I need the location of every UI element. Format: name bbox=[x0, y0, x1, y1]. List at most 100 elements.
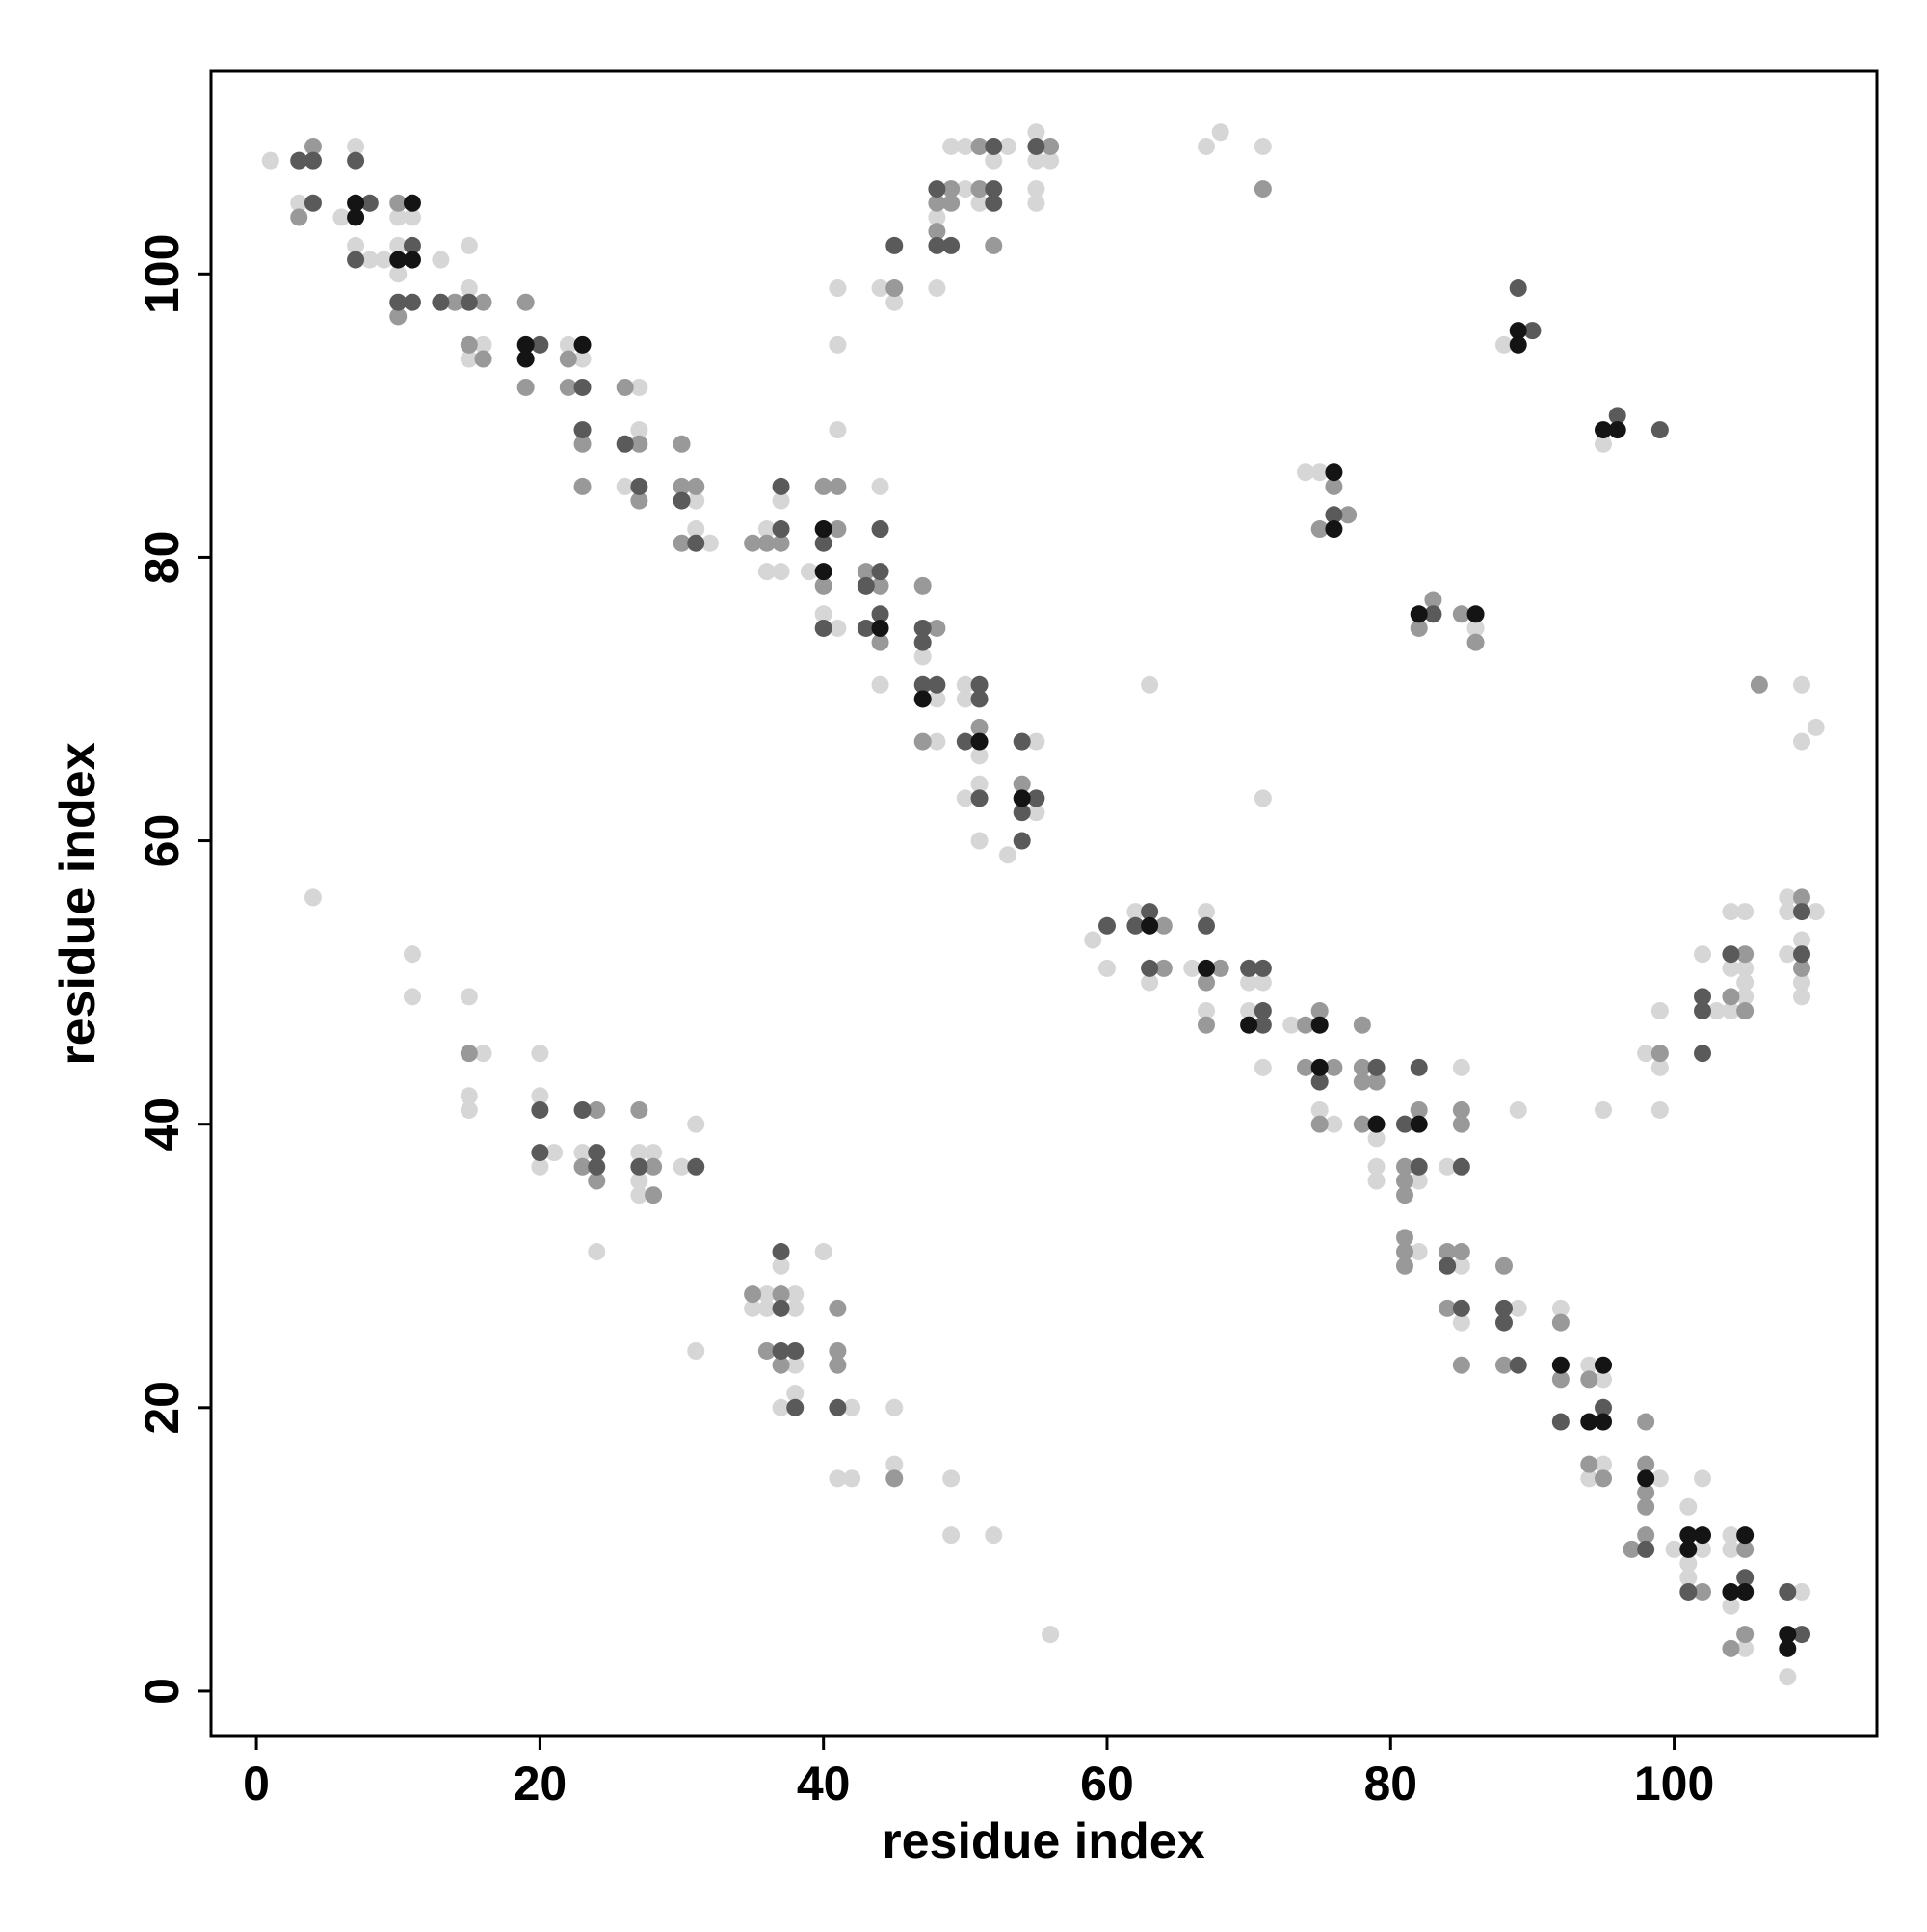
data-point bbox=[829, 335, 847, 354]
data-point bbox=[1650, 421, 1669, 439]
data-point bbox=[786, 1285, 805, 1304]
data-point bbox=[1296, 1016, 1314, 1034]
data-point bbox=[942, 1469, 961, 1488]
data-point bbox=[928, 619, 946, 637]
data-point bbox=[1694, 988, 1712, 1006]
data-point bbox=[1722, 1597, 1740, 1615]
data-point bbox=[757, 534, 776, 552]
data-point bbox=[1439, 1243, 1457, 1261]
x-tick-label: 0 bbox=[243, 1757, 270, 1811]
data-point bbox=[1779, 903, 1797, 921]
data-point bbox=[1807, 718, 1825, 736]
data-point bbox=[588, 1144, 606, 1162]
data-point bbox=[1736, 1540, 1755, 1558]
data-point bbox=[1296, 1058, 1314, 1076]
data-point bbox=[673, 435, 691, 453]
data-point bbox=[1595, 1356, 1613, 1374]
data-point bbox=[829, 477, 847, 495]
data-point bbox=[1466, 633, 1485, 651]
data-point bbox=[645, 1157, 663, 1176]
data-point bbox=[1452, 1257, 1470, 1275]
data-point bbox=[347, 151, 365, 170]
data-point bbox=[913, 675, 932, 694]
data-point bbox=[772, 1285, 790, 1304]
data-point bbox=[403, 945, 421, 964]
data-point bbox=[1240, 1002, 1258, 1020]
data-point bbox=[1551, 1370, 1570, 1389]
data-point bbox=[588, 1172, 606, 1190]
data-point bbox=[1595, 1455, 1613, 1473]
data-point bbox=[1509, 1299, 1527, 1317]
data-point bbox=[673, 534, 691, 552]
data-point bbox=[1310, 1100, 1329, 1119]
data-point bbox=[1197, 959, 1215, 977]
data-point bbox=[1410, 1243, 1428, 1261]
data-point bbox=[1452, 1058, 1470, 1076]
data-point bbox=[531, 335, 549, 354]
data-point bbox=[772, 563, 790, 581]
y-tick-label: 20 bbox=[135, 1381, 189, 1435]
data-point bbox=[1013, 804, 1031, 822]
data-point bbox=[772, 491, 790, 510]
data-point bbox=[1282, 1016, 1301, 1034]
data-point bbox=[1027, 804, 1045, 822]
y-tick-label: 100 bbox=[135, 234, 189, 314]
data-point bbox=[460, 279, 478, 298]
data-point bbox=[928, 194, 946, 212]
data-point bbox=[928, 180, 946, 198]
data-point bbox=[1154, 959, 1173, 977]
data-point bbox=[1084, 931, 1102, 949]
data-point bbox=[786, 1398, 805, 1416]
data-point bbox=[985, 180, 1003, 198]
data-point bbox=[772, 520, 790, 539]
data-point bbox=[616, 378, 634, 396]
data-point bbox=[885, 236, 904, 254]
data-point bbox=[829, 1398, 847, 1416]
data-point bbox=[474, 1045, 492, 1063]
data-point bbox=[928, 208, 946, 226]
data-point bbox=[1367, 1115, 1386, 1133]
data-point bbox=[913, 619, 932, 637]
data-point bbox=[347, 137, 365, 155]
y-tick-label: 60 bbox=[135, 814, 189, 868]
data-point bbox=[1452, 605, 1470, 623]
x-tick-label: 20 bbox=[514, 1757, 568, 1811]
data-point bbox=[913, 732, 932, 751]
data-point bbox=[1551, 1313, 1570, 1332]
data-point bbox=[616, 435, 634, 453]
data-point bbox=[1637, 1484, 1655, 1502]
data-point bbox=[1353, 1072, 1371, 1091]
data-point bbox=[1679, 1569, 1698, 1587]
data-point bbox=[630, 491, 648, 510]
data-point bbox=[460, 293, 478, 311]
data-point bbox=[871, 633, 889, 651]
data-point bbox=[1254, 137, 1272, 155]
data-point bbox=[360, 194, 379, 212]
data-point bbox=[871, 520, 889, 539]
data-point bbox=[1580, 1413, 1598, 1431]
data-point bbox=[389, 251, 408, 269]
data-point bbox=[871, 477, 889, 495]
data-point bbox=[1793, 732, 1811, 751]
data-point bbox=[1595, 435, 1613, 453]
data-point bbox=[1580, 1356, 1598, 1374]
data-point bbox=[885, 1455, 904, 1473]
data-point bbox=[687, 1341, 705, 1360]
data-point bbox=[531, 1144, 549, 1162]
data-point bbox=[970, 775, 989, 793]
data-point bbox=[1452, 1115, 1470, 1133]
data-point bbox=[1807, 903, 1825, 921]
data-point bbox=[857, 619, 875, 637]
data-point bbox=[772, 534, 790, 552]
data-point bbox=[360, 251, 379, 269]
x-tick-label: 60 bbox=[1080, 1757, 1134, 1811]
data-point bbox=[1694, 1540, 1712, 1558]
data-point bbox=[673, 491, 691, 510]
data-point bbox=[403, 208, 421, 226]
data-point bbox=[1779, 1668, 1797, 1686]
data-point bbox=[1779, 945, 1797, 964]
data-point bbox=[1310, 1058, 1329, 1076]
data-point bbox=[1395, 1157, 1413, 1176]
data-point bbox=[814, 576, 832, 595]
data-point bbox=[687, 477, 705, 495]
